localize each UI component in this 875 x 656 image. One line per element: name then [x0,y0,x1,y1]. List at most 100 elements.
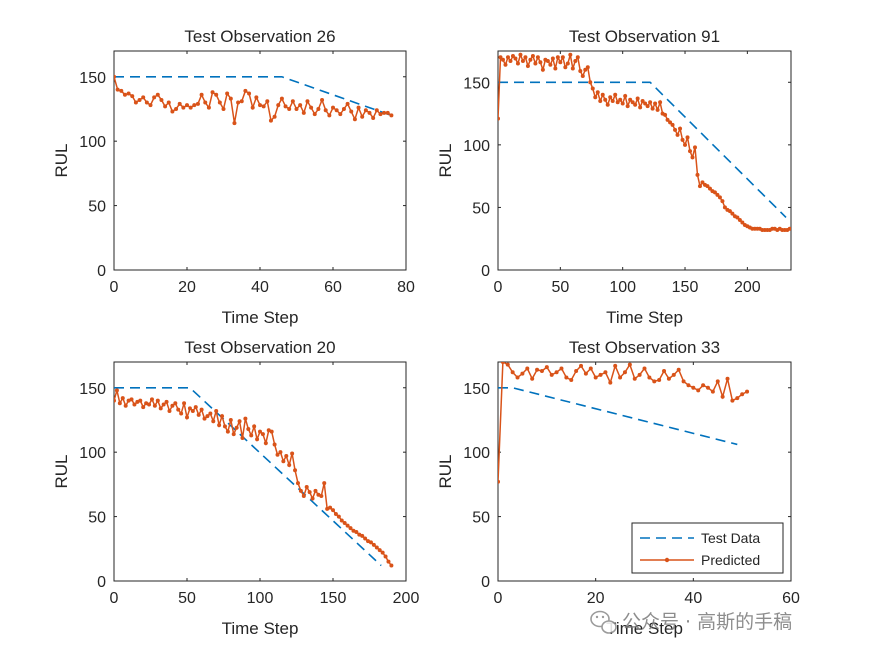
predicted-point [122,92,127,97]
predicted-point [181,105,186,110]
predicted-point [652,379,657,384]
predicted-point [695,172,700,177]
predicted-point [666,376,671,381]
predicted-point [234,425,239,430]
predicted-point [294,106,299,111]
predicted-point [304,484,309,489]
predicted-point [620,101,625,106]
predicted-point [338,112,343,117]
x-axis-label: Time Step [606,619,683,638]
predicted-point [243,416,248,421]
predicted-point [525,64,530,69]
y-tick-label: 100 [79,445,106,462]
predicted-point [498,55,503,60]
predicted-point [363,108,368,113]
predicted-point [710,389,715,394]
predicted-point [608,380,613,385]
x-tick-label: 50 [178,590,196,607]
predicted-point [164,399,169,404]
predicted-point [598,99,603,104]
predicted-point [505,55,510,60]
predicted-point [155,398,160,403]
predicted-point [301,110,306,115]
predicted-point [559,366,564,371]
x-tick-label: 50 [551,279,569,296]
predicted-point [167,408,172,413]
wechat-icon [590,610,617,634]
predicted-point [544,365,549,370]
y-tick-label: 150 [79,70,106,87]
predicted-point [707,186,712,191]
y-tick-label: 0 [97,263,106,280]
predicted-point [553,66,558,71]
predicted-point [643,101,648,106]
predicted-point [190,408,195,413]
predicted-point [243,88,248,93]
predicted-point [696,388,701,393]
predicted-point [205,414,210,419]
predicted-point [114,398,116,403]
axes-box [497,50,792,271]
y-tick-label: 100 [463,445,490,462]
predicted-point [261,104,266,109]
predicted-point [203,100,208,105]
predicted-point [279,96,284,101]
predicted-point [185,103,189,108]
plot-area [114,386,394,568]
predicted-point [513,56,518,61]
predicted-point [712,190,717,195]
predicted-point [260,432,265,437]
predicted-point [272,442,277,447]
predicted-point [322,481,327,486]
plot-area [114,74,394,126]
predicted-point [163,104,168,109]
predicted-point [740,392,745,397]
predicted-point [115,87,120,92]
predicted-point [633,102,638,107]
predicted-point [196,412,201,417]
predicted-point [293,468,298,473]
predicted-point [540,67,545,72]
predicted-point [692,145,697,150]
predicted-point [539,369,544,374]
x-tick-label: 20 [178,279,196,296]
y-tick-label: 150 [463,381,490,398]
predicted-point [367,110,372,115]
predicted-point [625,104,630,109]
chart-title: Test Observation 20 [184,338,335,357]
predicted-point [265,99,270,104]
axes-box [113,50,407,271]
predicted-point [210,90,215,95]
predicted-point [148,103,153,108]
predicted-point [328,505,333,510]
plot-area [498,52,791,232]
predicted-point [600,92,605,97]
predicted-point [685,135,690,140]
predicted-point [144,100,149,105]
predicted-point [217,100,222,105]
predicted-point [193,405,198,410]
predicted-line [498,362,748,482]
y-tick-label: 50 [88,199,106,216]
predicted-point [389,113,394,118]
predicted-point [603,97,608,102]
predicted-point [360,533,365,538]
predicted-point [505,362,510,367]
predicted-point [575,55,580,60]
predicted-point [389,563,394,568]
predicted-point [290,99,295,104]
predicted-point [310,496,315,501]
x-tick-label: 100 [247,590,274,607]
y-tick-label: 150 [463,75,490,92]
predicted-point [683,142,688,147]
predicted-point [114,74,116,79]
predicted-point [538,60,543,65]
predicted-point [174,106,179,111]
predicted-point [298,103,303,108]
predicted-point [510,370,515,375]
chart-title: Test Observation 26 [184,27,335,46]
predicted-point [573,59,578,64]
predicted-point [342,521,347,526]
y-axis-label: RUL [52,143,71,177]
predicted-point [653,101,658,106]
